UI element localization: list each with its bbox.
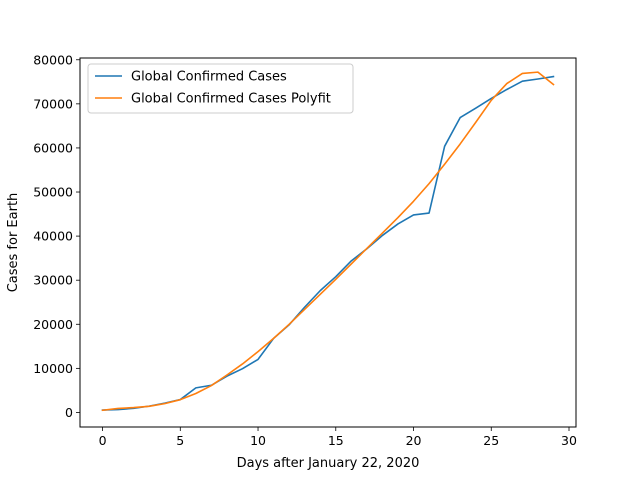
- y-tick-label: 20000: [33, 317, 73, 332]
- y-tick-label: 80000: [33, 52, 73, 67]
- y-axis-ticks: 0 10000 20000 30000 40000 50000 60000 70000 8000…: [33, 52, 80, 420]
- x-axis-label: Days after January 22, 2020: [237, 456, 420, 471]
- y-tick-label: 10000: [33, 361, 73, 376]
- y-tick-label: 50000: [33, 185, 73, 200]
- series-line-2: [101, 71, 555, 412]
- legend: Global Confirmed Cases Global Confirmed C…: [87, 63, 354, 114]
- y-tick-label: 40000: [33, 229, 73, 244]
- axes-frame: [79, 57, 577, 428]
- x-tick-label: 0: [99, 433, 107, 448]
- x-axis-ticks: 0 5 10 15 20 25 30: [99, 427, 577, 448]
- y-tick-label: 60000: [33, 140, 73, 155]
- y-tick-label: 0: [65, 405, 73, 420]
- x-tick-label: 15: [328, 433, 344, 448]
- legend-label-2: Global Confirmed Cases Polyfit: [131, 92, 331, 107]
- x-tick-label: 5: [176, 433, 184, 448]
- y-tick-label: 30000: [33, 273, 73, 288]
- x-tick-label: 25: [483, 433, 499, 448]
- y-tick-label: 70000: [33, 96, 73, 111]
- x-tick-label: 20: [406, 433, 422, 448]
- x-tick-label: 30: [561, 433, 577, 448]
- legend-box: [87, 63, 354, 114]
- y-axis-label: Cases for Earth: [6, 193, 21, 293]
- legend-label-1: Global Confirmed Cases: [131, 70, 287, 85]
- x-tick-label: 10: [250, 433, 266, 448]
- plot-area: [101, 71, 555, 412]
